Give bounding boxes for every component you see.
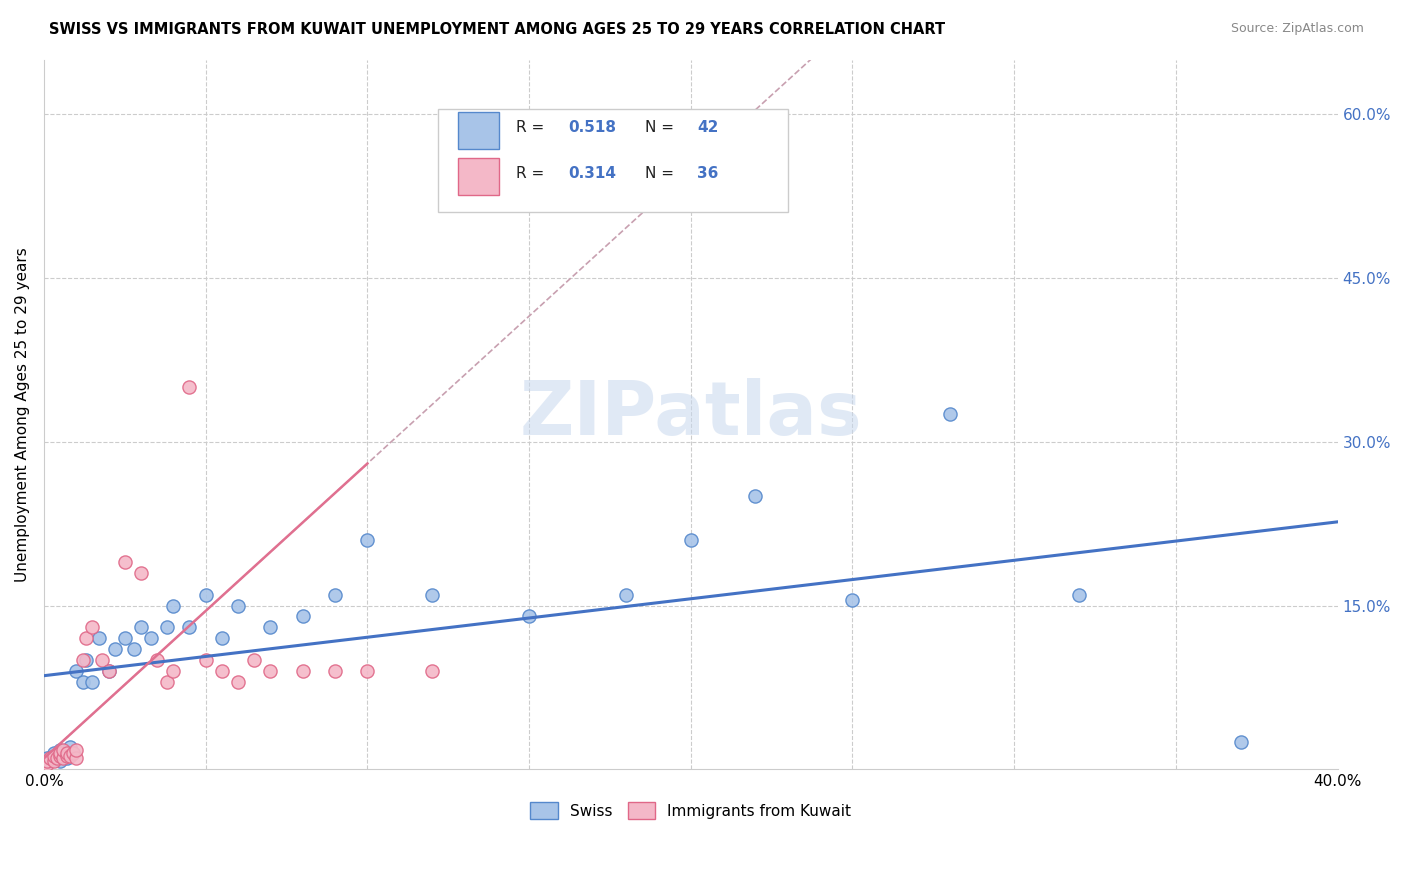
Point <box>42 746 65 760</box>
Point <box>291 664 314 678</box>
Point <box>259 664 281 678</box>
Point <box>841 593 863 607</box>
Text: 0.518: 0.518 <box>568 120 616 135</box>
Point <box>124 642 146 657</box>
Point <box>156 620 179 634</box>
Point <box>52 751 75 765</box>
Point <box>517 609 540 624</box>
Point <box>129 566 152 580</box>
Point <box>679 533 702 547</box>
Point <box>45 751 67 765</box>
Point <box>243 653 266 667</box>
Point <box>744 489 766 503</box>
Point <box>211 632 233 646</box>
Text: R =: R = <box>516 120 550 135</box>
Point <box>162 599 184 613</box>
Text: R =: R = <box>516 166 550 181</box>
Legend: Swiss, Immigrants from Kuwait: Swiss, Immigrants from Kuwait <box>524 796 858 825</box>
Text: Source: ZipAtlas.com: Source: ZipAtlas.com <box>1230 22 1364 36</box>
Point <box>37 751 59 765</box>
Text: 0.314: 0.314 <box>568 166 616 181</box>
Point <box>42 749 65 764</box>
Point <box>39 751 62 765</box>
Point <box>146 653 169 667</box>
Point <box>82 620 104 634</box>
Point <box>259 620 281 634</box>
Point <box>420 664 443 678</box>
Point <box>42 754 65 768</box>
Point <box>87 632 110 646</box>
Point <box>420 588 443 602</box>
Point <box>65 664 87 678</box>
Point <box>59 740 82 755</box>
Point <box>55 746 77 760</box>
Point <box>52 742 75 756</box>
Point <box>114 632 136 646</box>
Point <box>75 632 97 646</box>
Point <box>49 749 72 764</box>
Point <box>91 653 114 667</box>
Point <box>323 588 346 602</box>
Text: N =: N = <box>645 120 679 135</box>
Point <box>139 632 162 646</box>
Point <box>49 742 72 756</box>
Point <box>323 664 346 678</box>
FancyBboxPatch shape <box>458 158 499 195</box>
Point <box>162 664 184 678</box>
Point <box>356 533 378 547</box>
Point <box>52 749 75 764</box>
Point <box>114 555 136 569</box>
Point <box>226 599 249 613</box>
Point <box>938 408 960 422</box>
Point <box>211 664 233 678</box>
Point <box>194 588 217 602</box>
Point <box>291 609 314 624</box>
Point <box>97 664 120 678</box>
Point <box>55 751 77 765</box>
Point <box>62 746 84 760</box>
Point <box>37 756 59 771</box>
Point <box>104 642 127 657</box>
Point <box>97 664 120 678</box>
Point <box>1067 588 1090 602</box>
FancyBboxPatch shape <box>458 112 499 149</box>
Point <box>75 653 97 667</box>
Point <box>72 675 94 690</box>
Point <box>82 675 104 690</box>
Point <box>129 620 152 634</box>
Text: ZIPatlas: ZIPatlas <box>519 378 862 451</box>
Point <box>49 746 72 760</box>
Point <box>42 749 65 764</box>
Point <box>194 653 217 667</box>
Point <box>179 620 201 634</box>
Point <box>55 749 77 764</box>
Text: N =: N = <box>645 166 679 181</box>
Point <box>156 675 179 690</box>
Point <box>39 754 62 768</box>
Point <box>1229 735 1251 749</box>
Point <box>37 754 59 768</box>
Text: 42: 42 <box>697 120 718 135</box>
Point <box>614 588 637 602</box>
Point <box>356 664 378 678</box>
Point <box>65 751 87 765</box>
Point <box>62 746 84 760</box>
FancyBboxPatch shape <box>439 110 787 212</box>
Point <box>45 751 67 765</box>
Point <box>65 742 87 756</box>
Text: 36: 36 <box>697 166 718 181</box>
Y-axis label: Unemployment Among Ages 25 to 29 years: Unemployment Among Ages 25 to 29 years <box>15 247 30 582</box>
Point <box>49 754 72 768</box>
Text: SWISS VS IMMIGRANTS FROM KUWAIT UNEMPLOYMENT AMONG AGES 25 TO 29 YEARS CORRELATI: SWISS VS IMMIGRANTS FROM KUWAIT UNEMPLOY… <box>49 22 945 37</box>
Point <box>226 675 249 690</box>
Point <box>59 749 82 764</box>
Point <box>179 380 201 394</box>
Point <box>72 653 94 667</box>
